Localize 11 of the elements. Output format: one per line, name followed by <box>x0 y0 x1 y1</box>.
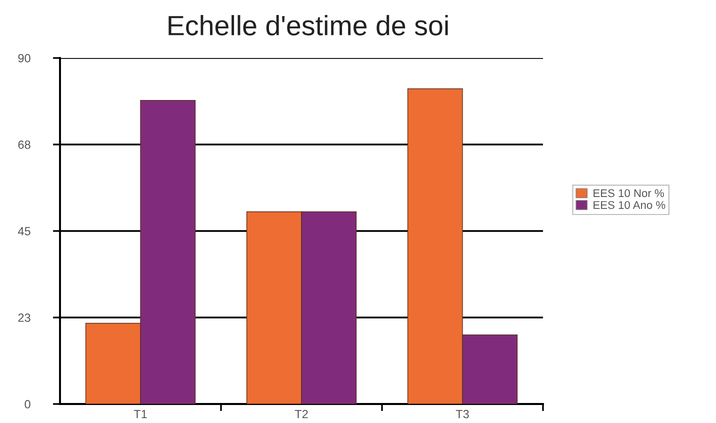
y-tick-label: 23 <box>18 314 30 322</box>
x-tick-label: T1 <box>134 410 147 418</box>
y-tick-label: 90 <box>18 54 30 62</box>
y-tick-label: 45 <box>18 227 30 236</box>
y-tick-label: 68 <box>18 140 30 149</box>
legend-label: EES 10 Ano % <box>594 201 666 209</box>
legend-label: EES 10 Nor % <box>594 189 664 198</box>
x-tick-label: T2 <box>294 410 308 418</box>
x-tick-label: T3 <box>456 410 469 418</box>
y-tick-label: 0 <box>24 400 30 408</box>
chart-title: Echelle d'estime de soi <box>168 15 448 36</box>
